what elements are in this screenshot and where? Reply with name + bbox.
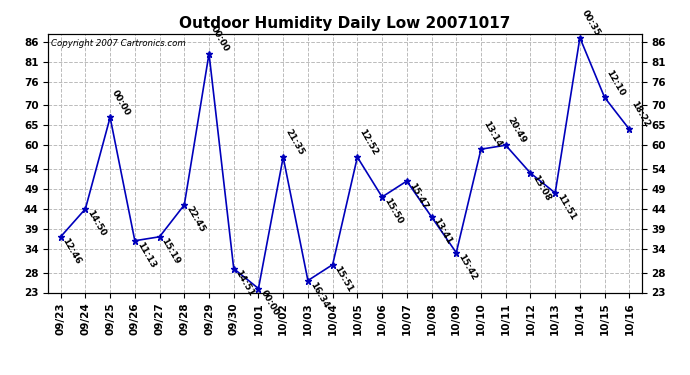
Text: 12:10: 12:10 (604, 68, 627, 98)
Text: 14:51: 14:51 (234, 268, 256, 298)
Text: 00:35: 00:35 (580, 9, 602, 38)
Text: 00:00: 00:00 (259, 288, 280, 317)
Text: 15:51: 15:51 (333, 265, 355, 294)
Title: Outdoor Humidity Daily Low 20071017: Outdoor Humidity Daily Low 20071017 (179, 16, 511, 31)
Text: 11:51: 11:51 (555, 193, 578, 222)
Text: 16:34: 16:34 (308, 280, 330, 310)
Text: 12:52: 12:52 (357, 128, 380, 157)
Text: 12:46: 12:46 (61, 237, 83, 266)
Text: 00:00: 00:00 (209, 25, 231, 54)
Text: 15:42: 15:42 (456, 253, 478, 282)
Text: 11:13: 11:13 (135, 241, 157, 270)
Text: 14:50: 14:50 (86, 209, 108, 238)
Text: 22:45: 22:45 (184, 205, 206, 234)
Text: Copyright 2007 Cartronics.com: Copyright 2007 Cartronics.com (51, 39, 186, 48)
Text: 13:41: 13:41 (431, 217, 454, 246)
Text: 15:19: 15:19 (159, 237, 181, 266)
Text: 13:08: 13:08 (531, 173, 553, 202)
Text: 20:49: 20:49 (506, 116, 528, 145)
Text: 21:35: 21:35 (283, 128, 305, 157)
Text: 00:00: 00:00 (110, 88, 132, 117)
Text: 13:14: 13:14 (481, 120, 503, 149)
Text: 15:50: 15:50 (382, 197, 404, 226)
Text: 15:47: 15:47 (407, 181, 429, 210)
Text: 18:22: 18:22 (629, 100, 651, 129)
